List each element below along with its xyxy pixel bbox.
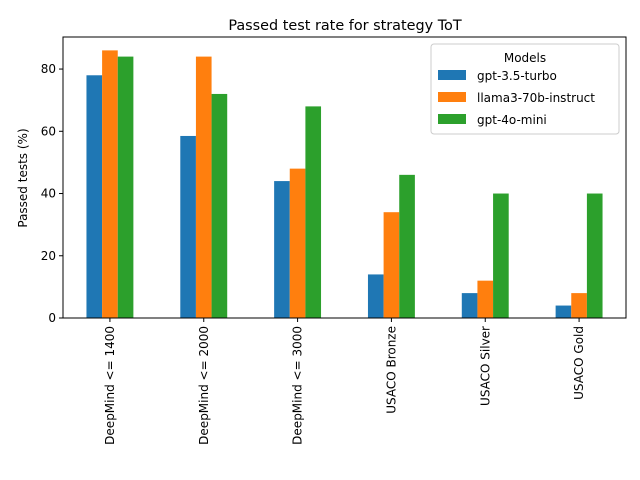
bar-gpt-3.5-turbo-5 [555, 305, 572, 318]
bar-gpt-4o-mini-5 [586, 193, 603, 318]
x-tick-label: DeepMind <= 1400 [103, 326, 117, 445]
x-tick-label: USACO Silver [478, 326, 492, 406]
bar-llama3-70b-instruct-3 [383, 212, 400, 318]
x-tick-label: DeepMind <= 3000 [291, 326, 305, 445]
legend: Models gpt-3.5-turbollama3-70b-instructg… [430, 43, 620, 135]
bar-llama3-70b-instruct-0 [102, 50, 118, 318]
y-tick-label: 60 [41, 124, 56, 138]
bar-gpt-3.5-turbo-0 [86, 75, 103, 318]
y-tick-label: 40 [41, 187, 56, 201]
x-tick-label: USACO Gold [572, 326, 586, 400]
chart-title: Passed test rate for strategy ToT [228, 18, 462, 34]
bar-llama3-70b-instruct-4 [477, 280, 494, 318]
bar-llama3-70b-instruct-5 [571, 293, 587, 318]
legend-label: gpt-3.5-turbo [477, 69, 557, 83]
y-tick-label: 20 [41, 249, 56, 263]
legend-box [430, 43, 620, 135]
bar-gpt-3.5-turbo-3 [367, 274, 384, 318]
y-axis: 0 20 40 60 80 [41, 62, 63, 325]
y-axis-title: Passed tests (%) [16, 128, 30, 227]
bar-gpt-3.5-turbo-4 [461, 293, 478, 318]
bar-gpt-4o-mini-3 [399, 174, 415, 318]
legend-items: gpt-3.5-turbo llama3-70b-instruct gpt-4o-m… [438, 69, 595, 127]
bar-gpt-4o-mini-0 [117, 56, 134, 318]
bar-gpt-3.5-turbo-2 [274, 181, 290, 318]
bar-llama3-70b-instruct-2 [289, 168, 306, 318]
y-tick-label: 80 [41, 62, 56, 76]
legend-swatch [438, 70, 466, 80]
bar-gpt-4o-mini-1 [211, 93, 228, 318]
x-tick-label: USACO Bronze [384, 326, 398, 414]
x-axis: DeepMind <= 1400 DeepMind <= 2000 DeepMind… [103, 318, 586, 445]
bars-layer [86, 50, 603, 318]
legend-label: llama3-70b-instruct [477, 91, 595, 105]
legend-title: Models [504, 51, 546, 65]
bar-gpt-4o-mini-4 [493, 193, 509, 318]
bar-gpt-3.5-turbo-1 [180, 135, 196, 318]
y-tick-label: 0 [48, 311, 56, 325]
bar-gpt-4o-mini-2 [305, 106, 322, 318]
bar-llama3-70b-instruct-1 [195, 56, 212, 318]
legend-swatch [438, 114, 466, 124]
x-tick-label: DeepMind <= 2000 [197, 326, 211, 445]
plot-frame [62, 36, 627, 319]
legend-label: gpt-4o-mini [477, 113, 547, 127]
legend-swatch [438, 92, 466, 102]
